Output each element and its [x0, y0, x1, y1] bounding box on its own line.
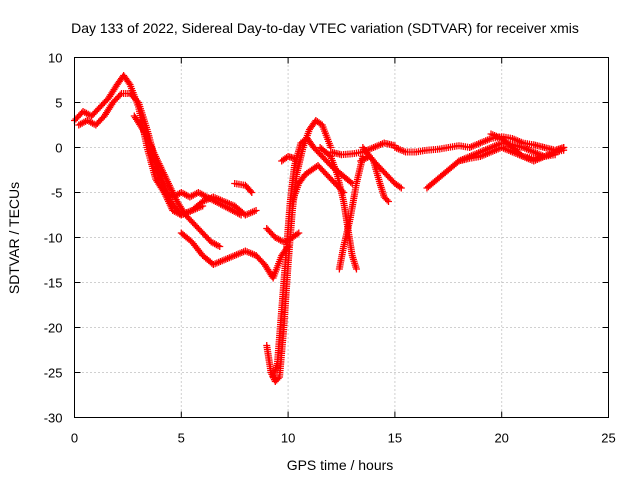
x-tick-label: 10 [281, 431, 295, 446]
x-tick-label: 15 [388, 431, 402, 446]
series-arc-13 [316, 144, 360, 273]
series-arc-17 [359, 144, 392, 205]
series-arc-6 [231, 180, 256, 196]
y-axis-label: SDTVAR / TECUs [6, 182, 22, 294]
y-tick-label: -10 [44, 231, 63, 246]
axis-ticks [74, 57, 609, 418]
series-arc-18 [391, 133, 568, 156]
series-arc-15 [327, 139, 399, 159]
series-arc-2 [75, 90, 207, 219]
series-arc-10 [269, 135, 356, 381]
y-tick-label: 0 [55, 141, 62, 156]
x-tick-labels: 0 5 10 15 20 25 [71, 431, 616, 446]
x-tick-label: 0 [71, 431, 78, 446]
y-tick-label: -25 [44, 366, 63, 381]
grid [74, 57, 609, 418]
x-axis-label: GPS time / hours [287, 457, 394, 473]
y-tick-labels: -30 -25 -20 -15 -10 -5 0 5 10 [44, 51, 63, 426]
y-tick-label: -5 [51, 186, 63, 201]
y-tick-label: 10 [48, 51, 62, 66]
series-arc-4 [145, 144, 260, 219]
x-tick-label: 5 [178, 431, 185, 446]
data-marks [71, 72, 568, 385]
y-tick-label: 5 [55, 96, 62, 111]
chart-title: Day 133 of 2022, Sidereal Day-to-day VTE… [71, 20, 579, 36]
y-tick-label: -20 [44, 321, 63, 336]
series-arc-8 [263, 225, 303, 246]
series-arc-3 [130, 112, 224, 250]
series-arc-11 [278, 153, 299, 165]
x-tick-label: 20 [494, 431, 508, 446]
series-arc-21 [487, 130, 568, 165]
x-tick-label: 25 [601, 431, 615, 446]
y-tick-label: -30 [44, 411, 63, 426]
series-arc-5 [177, 229, 260, 268]
series-arc-14 [335, 153, 367, 273]
y-tick-label: -15 [44, 276, 63, 291]
